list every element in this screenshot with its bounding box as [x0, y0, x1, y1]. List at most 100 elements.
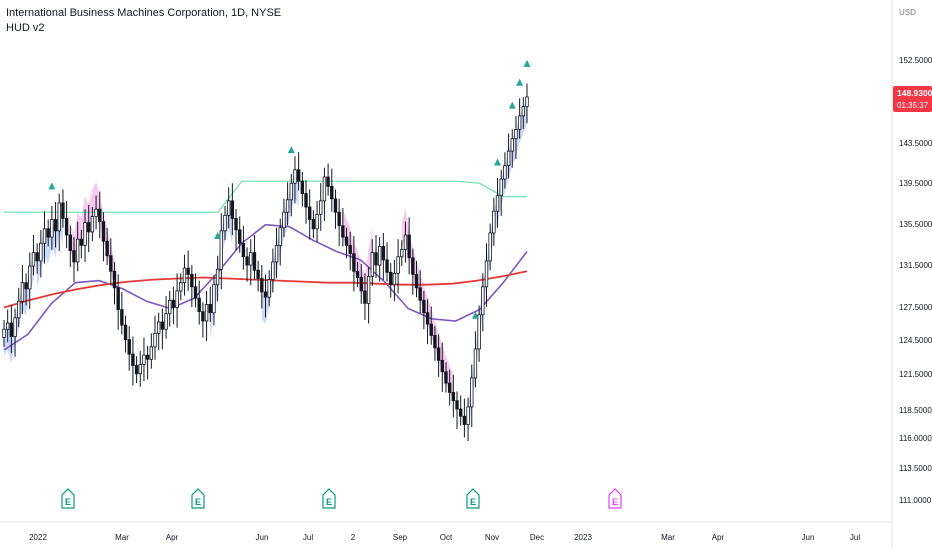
candle	[477, 305, 481, 362]
price-axis[interactable]: 152.5000147.5000143.5000139.5000135.5000…	[899, 56, 932, 505]
candle	[444, 362, 448, 393]
candle	[459, 395, 463, 426]
candle	[278, 218, 282, 266]
price-tick-label: 139.5000	[899, 179, 932, 188]
candle	[223, 206, 227, 241]
candle	[400, 240, 404, 267]
candle	[517, 98, 522, 139]
candle	[403, 221, 408, 263]
candle	[208, 286, 212, 323]
candle	[396, 239, 400, 294]
candle	[186, 250, 190, 291]
candle	[197, 280, 201, 325]
candle	[204, 290, 209, 342]
signal-triangle	[287, 146, 295, 154]
candle	[503, 152, 507, 189]
indicator-name[interactable]: HUD v2	[6, 22, 45, 34]
candle	[31, 235, 36, 276]
candle	[215, 255, 220, 302]
candle	[24, 273, 28, 306]
candle	[311, 210, 316, 239]
candle	[175, 273, 179, 328]
candle	[418, 270, 422, 314]
earnings-marker[interactable]: E	[322, 488, 336, 509]
candle	[514, 115, 518, 159]
candle	[46, 219, 50, 247]
last-price-tag: 148.9300 01:35:37	[893, 86, 932, 112]
signal-triangle	[494, 158, 502, 166]
candle	[50, 206, 54, 251]
candle	[94, 195, 98, 230]
candle	[521, 97, 526, 129]
earnings-marker[interactable]: E	[191, 488, 205, 509]
time-tick-label: Nov	[485, 533, 499, 542]
candle	[326, 163, 330, 196]
price-tick-label: 143.5000	[899, 139, 932, 148]
candle	[466, 397, 470, 442]
earnings-marker[interactable]: E	[61, 488, 75, 509]
svg-text:E: E	[612, 497, 618, 507]
candle	[145, 345, 150, 380]
time-tick-label: Sep	[393, 533, 408, 542]
signal-triangle	[48, 182, 56, 190]
candle	[484, 243, 489, 307]
candle	[355, 261, 360, 287]
candle	[226, 187, 231, 229]
candle	[72, 237, 76, 283]
price-tick-label: 135.5000	[899, 220, 932, 229]
candle	[134, 356, 139, 384]
svg-text:E: E	[195, 497, 201, 507]
candle	[164, 296, 168, 339]
earnings-marker[interactable]: E	[608, 488, 622, 509]
candle	[525, 83, 529, 124]
signal-triangle	[516, 78, 524, 86]
candle	[98, 191, 102, 239]
time-tick-label: Jun	[256, 533, 269, 542]
candle	[120, 291, 124, 335]
candle	[307, 189, 312, 240]
candle	[131, 336, 135, 386]
time-tick-label: Jul	[850, 533, 860, 542]
candle	[377, 237, 382, 282]
candle	[156, 312, 161, 350]
candle	[61, 189, 65, 228]
candle	[171, 286, 176, 325]
candle	[374, 235, 378, 278]
earnings-marker[interactable]: E	[466, 488, 480, 509]
candle	[168, 290, 172, 327]
candle	[407, 217, 411, 275]
candle	[322, 167, 327, 222]
candle	[363, 273, 367, 320]
candle	[245, 247, 249, 282]
candle	[263, 274, 268, 318]
candle	[241, 225, 246, 270]
candle	[315, 200, 319, 242]
candle	[436, 334, 441, 377]
time-axis[interactable]: 2022 Mar Apr Jun Jul 2 Sep Oct Nov Dec 2023 Mar Apr J…	[29, 533, 860, 542]
candle	[274, 227, 279, 279]
price-tick-label: 124.5000	[899, 336, 932, 345]
candle	[304, 180, 308, 224]
candle	[352, 236, 356, 292]
time-tick-label: Oct	[440, 533, 453, 542]
candle	[179, 273, 183, 301]
candlesticks	[2, 83, 529, 442]
candle	[68, 225, 72, 268]
candle	[238, 216, 242, 253]
candle	[392, 259, 397, 302]
candle	[341, 208, 345, 247]
price-tick-label: 111.0000	[899, 496, 932, 505]
candle	[293, 156, 297, 204]
bar-countdown: 01:35:37	[897, 101, 929, 110]
candle	[260, 265, 264, 309]
candle	[348, 231, 352, 271]
price-tick-label: 116.0000	[899, 434, 932, 443]
symbol-title[interactable]: International Business Machines Corporat…	[6, 7, 282, 19]
hud-band	[468, 97, 527, 434]
time-tick-label: Jul	[303, 533, 313, 542]
candle	[256, 260, 260, 292]
candle	[385, 242, 389, 282]
